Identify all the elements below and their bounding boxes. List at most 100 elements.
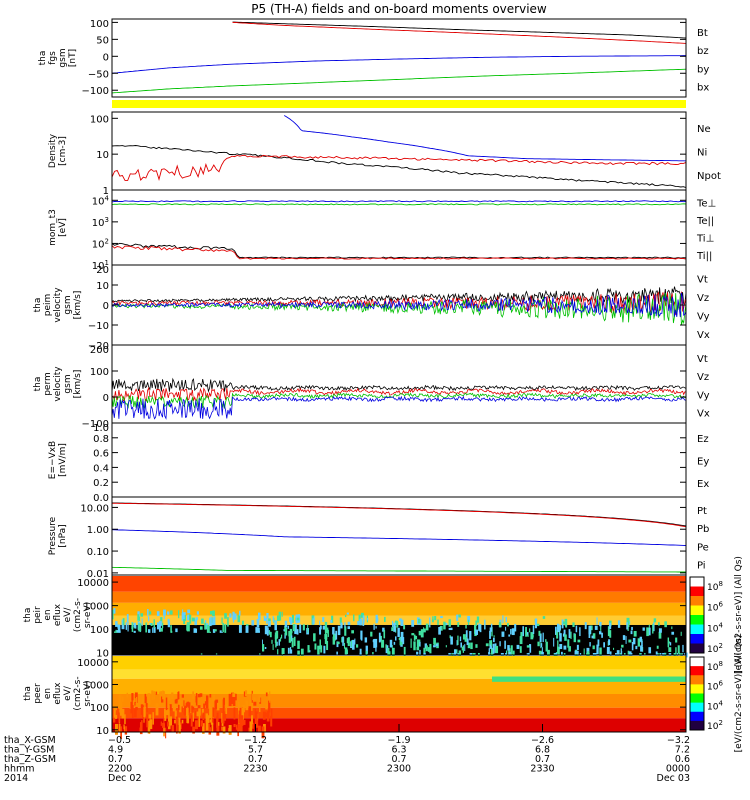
heatmap-cell [588,625,592,635]
heatmap-cell [344,647,348,656]
heatmap-cell [205,713,209,722]
heatmap-cell [296,629,299,635]
heatmap-cell [160,627,163,632]
heatmap-cell [385,644,387,649]
heatmap-cell [646,627,649,637]
heatmap-cell [187,609,191,614]
heatmap-cell [399,618,402,622]
heatmap-cell [275,630,279,639]
colorbar-step [690,643,704,654]
heatmap-cell [508,652,510,657]
heatmap-cell [284,633,286,639]
heatmap-cell [675,637,678,643]
heatmap-cell [519,646,522,653]
heatmap-cell [262,711,266,720]
heatmap-cell [225,704,228,715]
heatmap-cell [450,627,453,631]
heatmap-cell [314,643,317,650]
heatmap-cell [181,719,184,724]
heatmap-cell [539,633,542,643]
heatmap-cell [456,614,458,621]
y-tick-label: 10.00 [80,503,109,514]
heatmap-cell [288,630,291,637]
heatmap-cell [458,614,461,618]
heatmap-cell [178,610,180,619]
heatmap-cell [277,649,279,655]
heatmap-cell [126,692,128,698]
heatmap-cell [136,696,138,704]
heatmap-cell [135,706,138,711]
series-bz [232,21,687,44]
heatmap-cell [190,715,193,727]
heatmap-cell [287,647,290,654]
heatmap-cell [296,617,300,621]
heatmap-cell [249,700,253,711]
heatmap-cell [237,727,241,732]
heatmap-cell [325,623,327,630]
heatmap-cell [375,614,378,624]
heatmap-cell [344,626,347,636]
heatmap-cell [502,615,504,624]
heatmap-cell [147,720,150,734]
y-tick-label: 100 [90,367,109,378]
heatmap-cell [149,719,153,730]
heatmap-cell [659,653,662,656]
heatmap-cell [270,715,273,727]
heatmap-cell [627,650,630,655]
legend-label-vz: Vz [697,293,709,304]
heatmap-cell [168,705,170,718]
heatmap-cell [278,639,281,646]
heatmap-cell [346,638,350,644]
y-tick-label: 50 [96,35,109,46]
heatmap-cell [373,623,375,630]
heatmap-cell [265,704,268,710]
heatmap-cell [156,611,160,617]
heatmap-cell [337,625,341,636]
heatmap-cell [133,622,136,628]
heatmap-cell [209,708,212,719]
heatmap-cell [391,647,395,657]
heatmap-cell [427,647,431,652]
heatmap-cell [167,694,171,701]
heatmap-cell [143,706,146,718]
heatmap-cell [258,695,261,703]
heatmap-cell [192,617,195,622]
heatmap-cell [490,640,493,647]
heatmap-cell [191,706,195,710]
colorbar-tick-label: 106 [707,680,723,693]
heatmap-cell [525,632,529,636]
heatmap-cell [322,617,325,622]
heatmap-band [112,615,686,625]
y-axis-label: [km/s] [73,370,83,399]
heatmap-cell [210,610,213,615]
heatmap-cell [542,632,544,643]
heatmap-cell [675,647,677,656]
heatmap-cell [475,629,479,635]
heatmap-cell [488,648,490,658]
heatmap-cell [626,617,630,628]
heatmap-cell [493,635,495,638]
heatmap-cell [462,634,466,640]
heatmap-cell [204,622,207,630]
heatmap-cell [253,697,256,705]
y-tick-label: −10 [88,321,109,332]
heatmap-cell [344,614,347,618]
heatmap-cell [324,636,328,645]
x-tick-label: 0.7 [248,754,263,765]
heatmap-cell [637,638,641,647]
y-axis-label: [mV/m] [58,443,68,477]
heatmap-cell [221,726,223,731]
heatmap-cell [261,639,263,646]
panel-exb: 1.00.8 0.6 0.4 0.2 0.0 E=−VxB [mV/m] Ez Ey Ex [48,422,709,504]
heatmap-cell [274,634,277,643]
heatmap-cell [336,641,339,648]
y-tick-label: 0.4 [93,463,109,474]
heatmap-cell [217,727,219,731]
legend-label-pb: Pb [697,524,709,535]
y-tick-label: 10 [96,150,109,161]
heatmap-cell [206,625,210,634]
heatmap-cell [267,619,271,627]
heatmap-cell [251,715,253,725]
heatmap-cell [125,622,128,630]
